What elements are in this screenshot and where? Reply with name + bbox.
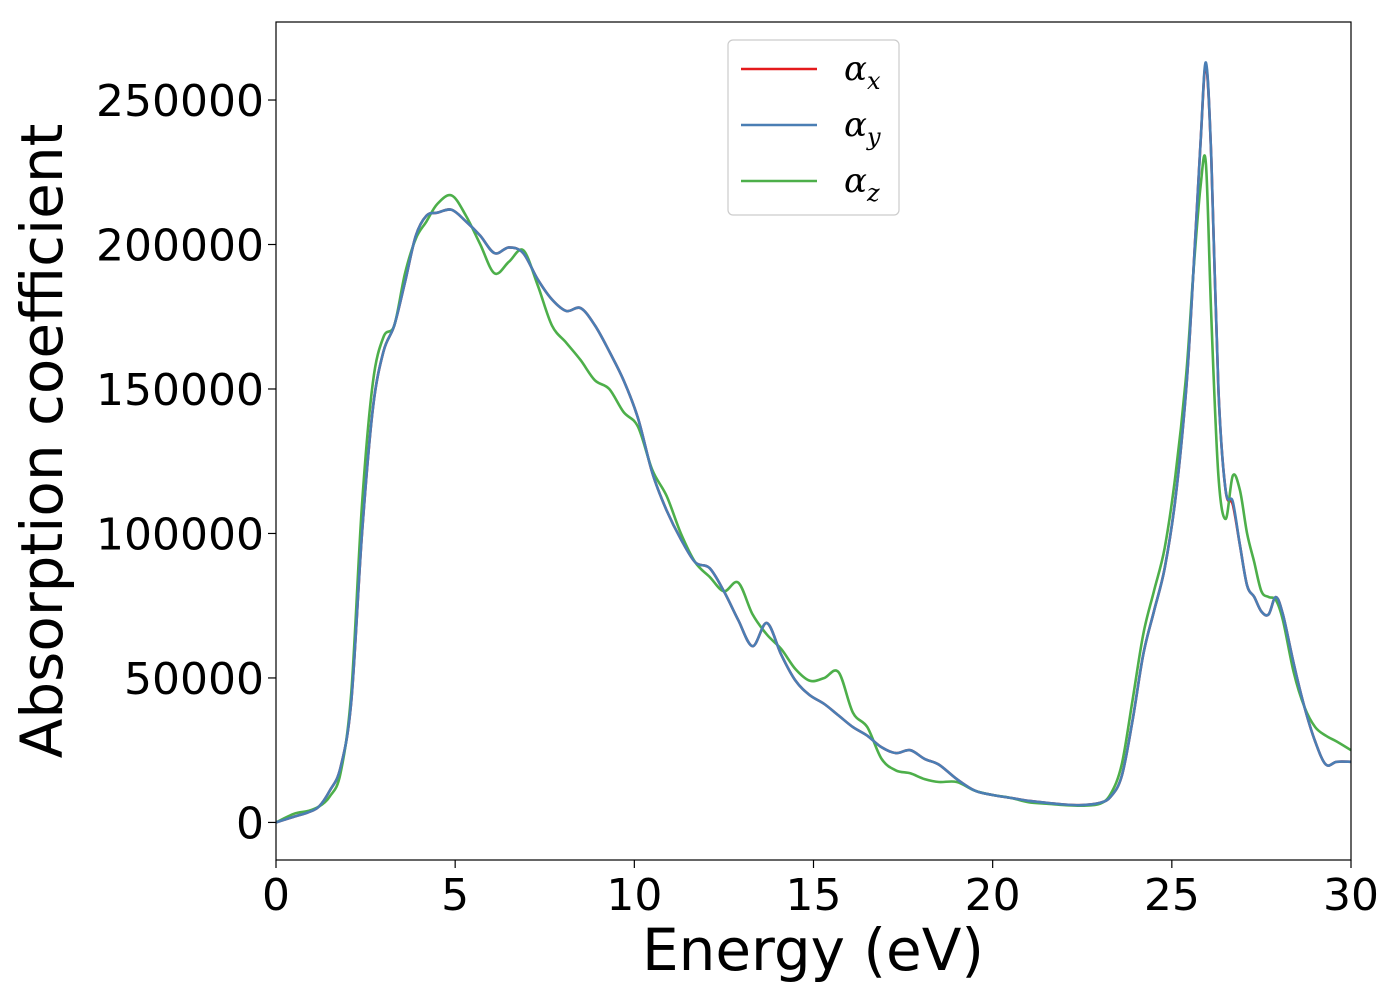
legend-label-main: α <box>844 161 867 201</box>
legend-box <box>727 39 900 216</box>
y-tick-label: 50000 <box>124 654 264 705</box>
x-tick-label: 15 <box>786 870 842 921</box>
legend-label-z: αz <box>844 161 880 207</box>
x-tick-label: 20 <box>965 870 1021 921</box>
x-tick-label: 25 <box>1144 870 1200 921</box>
y-axis: 0 50000 100000 150000 200000 250000 <box>96 76 276 849</box>
legend-label-sub: z <box>866 179 880 207</box>
y-tick-label: 0 <box>236 798 264 849</box>
legend-label-main: α <box>844 49 867 89</box>
x-tick-label: 0 <box>262 870 290 921</box>
legend-label-main: α <box>844 105 867 145</box>
y-axis-title: Absorption coefficient <box>8 124 76 759</box>
y-tick-label: 200000 <box>96 221 264 272</box>
y-tick-label: 100000 <box>96 509 264 560</box>
legend-label-x: αx <box>844 49 881 95</box>
x-tick-label: 10 <box>606 870 662 921</box>
y-tick-label: 150000 <box>96 365 264 416</box>
y-tick-label: 250000 <box>96 76 264 127</box>
series-line-z <box>275 154 1352 824</box>
x-tick-label: 30 <box>1323 870 1379 921</box>
x-tick-label: 5 <box>441 870 469 921</box>
series-line-y <box>275 61 1352 824</box>
legend-label-sub: y <box>866 123 881 151</box>
x-axis-title: Energy (eV) <box>642 916 984 984</box>
legend-label-y: αy <box>844 105 881 151</box>
x-axis: 0 5 10 15 20 25 30 <box>262 860 1379 921</box>
legend-label-sub: x <box>867 67 881 95</box>
series-layer <box>275 61 1352 824</box>
